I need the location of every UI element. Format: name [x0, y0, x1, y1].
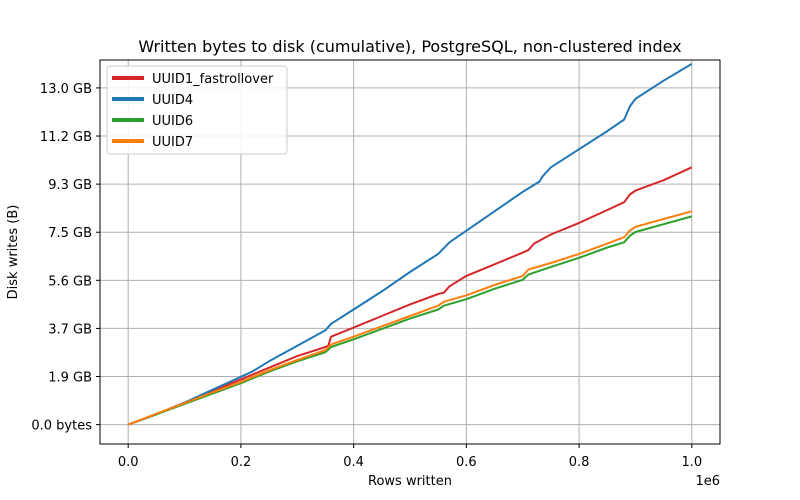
- y-tick-label: 11.2 GB: [40, 130, 92, 145]
- y-tick-label: 7.5 GB: [48, 226, 92, 241]
- x-tick-label: 1.0: [681, 455, 702, 470]
- series-line-uuid6: [127, 215, 693, 426]
- y-tick-label: 9.3 GB: [48, 178, 92, 193]
- series-line-uuid4: [127, 63, 693, 426]
- legend-label: UUID6: [152, 114, 193, 129]
- legend-label: UUID7: [152, 135, 193, 150]
- y-axis: 0.0 bytes 1.9 GB 3.7 GB 5.6 GB 7.5 GB 9.3 GB 1…: [31, 82, 100, 434]
- series-line-uuid7: [127, 210, 693, 426]
- plot-frame: [99, 59, 721, 445]
- x-tick-label: 0.4: [343, 455, 364, 470]
- x-tick-label: 0.0: [118, 455, 139, 470]
- x-axis-offset-label: 1e6: [695, 474, 720, 489]
- y-tick-label: 1.9 GB: [48, 371, 92, 386]
- legend-box: [106, 65, 288, 155]
- x-tick-label: 0.8: [569, 455, 590, 470]
- y-tick-label: 3.7 GB: [48, 322, 92, 337]
- x-tick-label: 0.6: [456, 455, 477, 470]
- legend-label: UUID1_fastrollover: [152, 72, 274, 87]
- y-axis-label: Disk writes (B): [6, 205, 21, 300]
- x-tick-label: 0.2: [231, 455, 252, 470]
- x-axis-label: Rows written: [368, 474, 452, 489]
- series-line-uuid1_fastrollover: [127, 166, 693, 426]
- y-tick-label: 0.0 bytes: [31, 419, 92, 434]
- y-tick-label: 5.6 GB: [48, 274, 92, 289]
- y-tick-label: 13.0 GB: [40, 82, 92, 97]
- grid: [100, 60, 720, 444]
- x-axis: 0.0 0.2 0.4 0.6 0.8 1.0: [118, 444, 702, 470]
- legend: UUID1_fastrollover UUID4 UUID6 UUID7: [106, 65, 288, 155]
- legend-label: UUID4: [152, 93, 193, 108]
- series-lines: [127, 63, 693, 426]
- chart-title: Written bytes to disk (cumulative), Post…: [138, 37, 681, 56]
